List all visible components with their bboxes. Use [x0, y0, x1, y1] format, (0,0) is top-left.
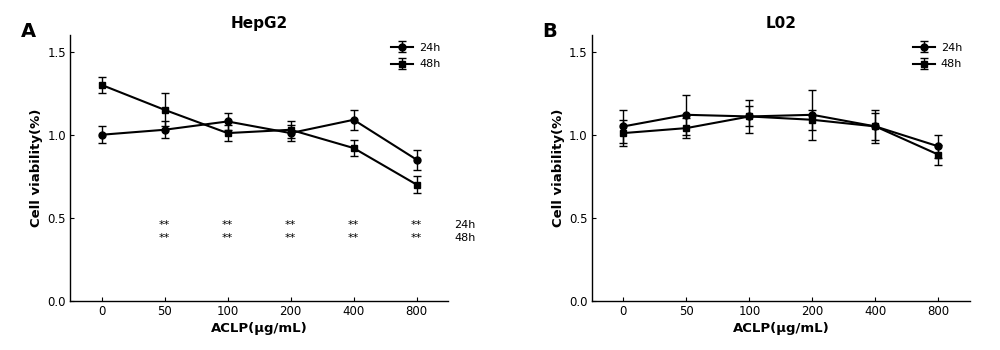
Text: A: A: [21, 22, 36, 41]
Text: B: B: [543, 22, 557, 41]
Title: L02: L02: [765, 16, 796, 31]
Text: **: **: [222, 233, 233, 243]
Text: **: **: [411, 219, 422, 230]
Text: **: **: [159, 233, 170, 243]
Title: HepG2: HepG2: [230, 16, 288, 31]
X-axis label: ACLP(μg/mL): ACLP(μg/mL): [211, 322, 307, 335]
Text: 24h: 24h: [454, 219, 476, 230]
Text: **: **: [348, 233, 359, 243]
Legend: 24h, 48h: 24h, 48h: [911, 41, 964, 72]
Y-axis label: Cell viability(%): Cell viability(%): [30, 109, 43, 227]
Y-axis label: Cell viability(%): Cell viability(%): [552, 109, 565, 227]
Text: **: **: [222, 219, 233, 230]
Legend: 24h, 48h: 24h, 48h: [389, 41, 443, 72]
Text: **: **: [348, 219, 359, 230]
X-axis label: ACLP(μg/mL): ACLP(μg/mL): [733, 322, 829, 335]
Text: **: **: [411, 233, 422, 243]
Text: 48h: 48h: [454, 233, 476, 243]
Text: **: **: [285, 219, 296, 230]
Text: **: **: [285, 233, 296, 243]
Text: **: **: [159, 219, 170, 230]
